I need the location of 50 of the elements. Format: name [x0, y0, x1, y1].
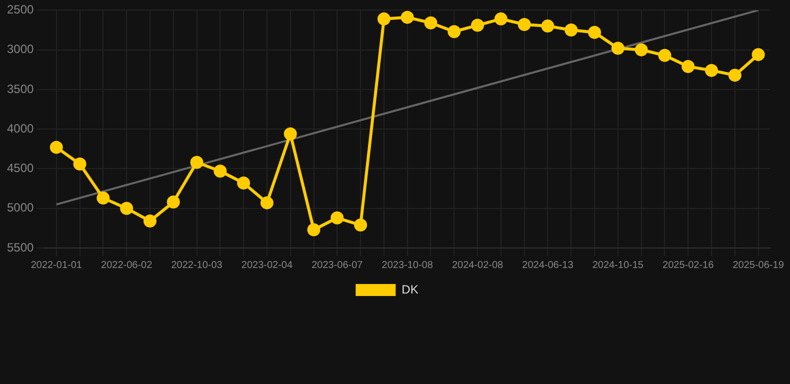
x-tick-label: 2024-06-13: [522, 260, 574, 271]
x-tick-label: 2022-06-02: [101, 260, 153, 271]
point: [752, 48, 765, 62]
point: [448, 25, 461, 38]
x-tick-label: 2025-06-19: [732, 260, 784, 271]
point: [330, 211, 344, 224]
point: [541, 20, 554, 33]
x-tick-label: 2023-06-07: [312, 260, 364, 271]
point: [377, 12, 390, 26]
legend-label: DK: [402, 282, 418, 296]
point: [96, 192, 110, 205]
point: [634, 43, 648, 56]
point: [424, 16, 438, 30]
point: [284, 127, 297, 140]
point: [471, 18, 484, 32]
point: [728, 68, 742, 82]
y-tick-label: 4500: [6, 161, 34, 176]
point: [190, 156, 204, 169]
point: [73, 157, 86, 170]
x-tick-label: 2024-10-15: [592, 260, 644, 271]
y-tick-label: 4000: [6, 121, 34, 136]
y-tick-label: 3500: [6, 82, 34, 96]
x-tick-label: 2024-02-08: [452, 260, 504, 271]
point: [682, 60, 695, 73]
x-tick-label: 2023-02-04: [241, 260, 293, 271]
point: [588, 26, 602, 39]
point: [260, 196, 274, 210]
y-tick-label: 3000: [6, 42, 34, 56]
point: [494, 12, 508, 26]
point: [400, 10, 414, 24]
y-tick-label: 2500: [6, 2, 34, 17]
point: [166, 196, 180, 209]
point: [214, 164, 227, 178]
point: [50, 140, 63, 154]
point: [658, 48, 672, 62]
x-tick-label: 2025-02-16: [662, 260, 714, 271]
point: [307, 223, 320, 236]
x-tick-label: 2023-10-08: [382, 260, 434, 271]
y-tick-label: 5000: [6, 200, 34, 215]
point: [564, 24, 578, 37]
point: [518, 18, 531, 31]
x-tick-label: 2022-10-03: [171, 260, 223, 271]
point: [143, 214, 156, 228]
point: [237, 176, 250, 190]
y-tick-label: 5500: [6, 240, 34, 254]
point: [611, 42, 624, 55]
point: [705, 64, 718, 77]
point: [120, 202, 134, 215]
x-tick-label: 2022-01-01: [30, 260, 82, 271]
point: [354, 218, 368, 232]
